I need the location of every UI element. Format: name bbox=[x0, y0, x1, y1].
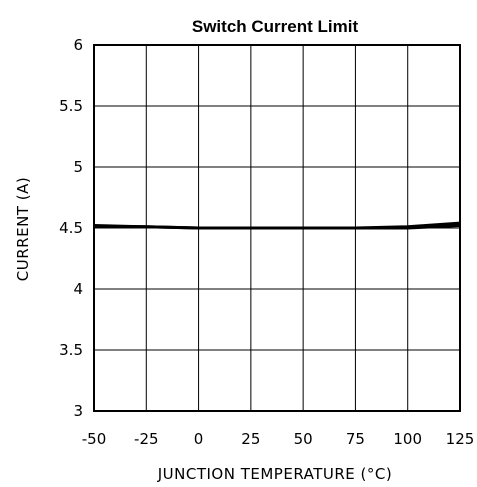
y-tick-label: 3 bbox=[73, 402, 83, 420]
plot-frame bbox=[93, 44, 461, 412]
x-tick-label: 25 bbox=[241, 430, 260, 448]
y-axis-label: CURRENT (A) bbox=[14, 177, 32, 281]
y-tick-label: 6 bbox=[73, 36, 83, 54]
x-tick-label: -25 bbox=[134, 430, 159, 448]
x-tick-label: 0 bbox=[194, 430, 204, 448]
y-tick-label: 4.5 bbox=[59, 219, 83, 237]
x-axis-label: JUNCTION TEMPERATURE (°C) bbox=[157, 465, 392, 483]
y-tick-label: 4 bbox=[73, 280, 83, 298]
x-tick-labels: -50 -25 0 25 50 75 100 125 bbox=[82, 430, 475, 448]
x-tick-label: 125 bbox=[446, 430, 475, 448]
y-tick-labels: 3 3.5 4 4.5 5 5.5 6 bbox=[59, 36, 83, 420]
x-tick-label: -50 bbox=[82, 430, 107, 448]
series-line-2 bbox=[94, 224, 461, 230]
x-tick-label: 100 bbox=[393, 430, 422, 448]
x-tick-label: 50 bbox=[294, 430, 313, 448]
x-tick-label: 75 bbox=[346, 430, 365, 448]
chart-title: Switch Current Limit bbox=[192, 17, 359, 36]
y-tick-label: 3.5 bbox=[59, 341, 83, 359]
y-tick-label: 5.5 bbox=[59, 97, 83, 115]
series-group bbox=[93, 221, 461, 230]
y-tick-label: 5 bbox=[73, 158, 83, 176]
